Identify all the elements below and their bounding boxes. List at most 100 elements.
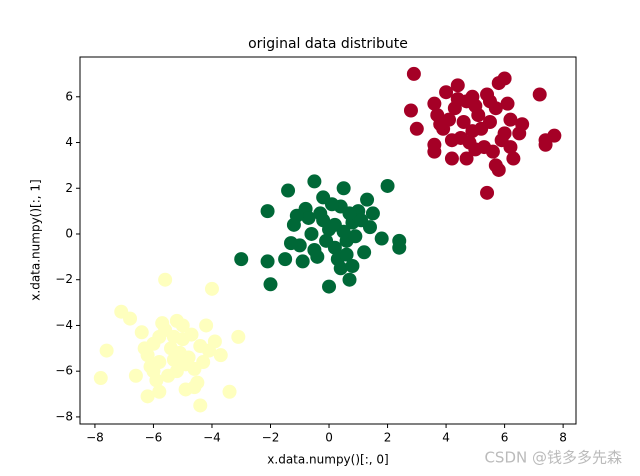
- point: [392, 233, 407, 248]
- point: [166, 329, 181, 344]
- point: [140, 389, 155, 404]
- point: [538, 133, 553, 148]
- point: [427, 144, 442, 159]
- point: [199, 318, 214, 333]
- point: [512, 126, 527, 141]
- point: [301, 210, 316, 225]
- y-tick-label: −6: [55, 364, 73, 378]
- y-tick-label: −4: [55, 318, 73, 332]
- point: [204, 281, 219, 296]
- point: [439, 85, 454, 100]
- point: [474, 121, 489, 136]
- point: [316, 190, 331, 205]
- point: [123, 311, 138, 326]
- point: [158, 272, 173, 287]
- point: [99, 343, 114, 358]
- point: [380, 178, 395, 193]
- point: [295, 254, 310, 269]
- point: [503, 140, 518, 155]
- point: [137, 341, 152, 356]
- y-tick-label: 0: [65, 226, 73, 240]
- point: [427, 96, 442, 111]
- x-tick-label: 4: [442, 431, 450, 445]
- point: [128, 368, 143, 383]
- point: [222, 384, 237, 399]
- y-tick-label: −8: [55, 409, 73, 423]
- x-tick-label: 0: [325, 431, 333, 445]
- watermark: CSDN @钱多多先森: [484, 449, 622, 467]
- plot-frame: [79, 56, 577, 425]
- point: [456, 114, 471, 129]
- point: [152, 384, 167, 399]
- point: [500, 96, 515, 111]
- point: [178, 357, 193, 372]
- point: [532, 87, 547, 102]
- point: [348, 229, 363, 244]
- point: [433, 117, 448, 132]
- x-tick-label: −6: [145, 431, 163, 445]
- point: [497, 126, 512, 141]
- point: [319, 233, 334, 248]
- point: [260, 254, 275, 269]
- y-tick-label: −2: [55, 272, 73, 286]
- chart-title: original data distribute: [248, 36, 408, 52]
- point: [450, 78, 465, 93]
- point: [482, 94, 497, 109]
- x-tick-label: −2: [262, 431, 280, 445]
- point: [365, 206, 380, 221]
- y-tick-label: 6: [65, 89, 73, 103]
- point: [93, 371, 108, 386]
- point: [281, 183, 296, 198]
- point: [327, 217, 342, 232]
- point: [175, 318, 190, 333]
- point: [506, 151, 521, 166]
- point: [202, 343, 217, 358]
- point: [403, 103, 418, 118]
- point: [184, 327, 199, 342]
- point: [357, 245, 372, 260]
- point: [161, 368, 176, 383]
- x-axis-label: x.data.numpy()[:, 0]: [267, 453, 388, 467]
- x-tick-label: 8: [559, 431, 567, 445]
- point: [354, 213, 369, 228]
- point: [444, 151, 459, 166]
- point: [342, 272, 357, 287]
- point: [409, 121, 424, 136]
- y-axis-label: x.data.numpy()[:, 1]: [29, 179, 43, 300]
- point: [231, 329, 246, 344]
- point: [444, 133, 459, 148]
- x-tick-label: −8: [86, 431, 104, 445]
- point: [360, 192, 375, 207]
- point: [336, 181, 351, 196]
- x-tick-label: 2: [384, 431, 392, 445]
- point: [488, 158, 503, 173]
- point: [313, 206, 328, 221]
- point: [307, 174, 322, 189]
- point: [278, 252, 293, 267]
- y-tick-label: 2: [65, 181, 73, 195]
- point: [289, 208, 304, 223]
- y-tick-label: 4: [65, 135, 73, 149]
- point: [342, 206, 357, 221]
- point: [374, 231, 389, 246]
- point: [155, 316, 170, 331]
- point: [480, 185, 495, 200]
- point: [166, 352, 181, 367]
- point: [345, 258, 360, 273]
- point: [146, 364, 161, 379]
- point: [196, 355, 211, 370]
- point: [459, 151, 474, 166]
- point: [260, 204, 275, 219]
- point: [406, 66, 421, 81]
- point: [304, 226, 319, 241]
- point: [213, 348, 228, 363]
- point: [307, 242, 322, 257]
- point: [503, 112, 518, 127]
- point: [134, 325, 149, 340]
- x-tick-label: 6: [501, 431, 509, 445]
- point: [450, 92, 465, 107]
- point: [333, 261, 348, 276]
- point: [263, 277, 278, 292]
- x-tick-label: −4: [203, 431, 221, 445]
